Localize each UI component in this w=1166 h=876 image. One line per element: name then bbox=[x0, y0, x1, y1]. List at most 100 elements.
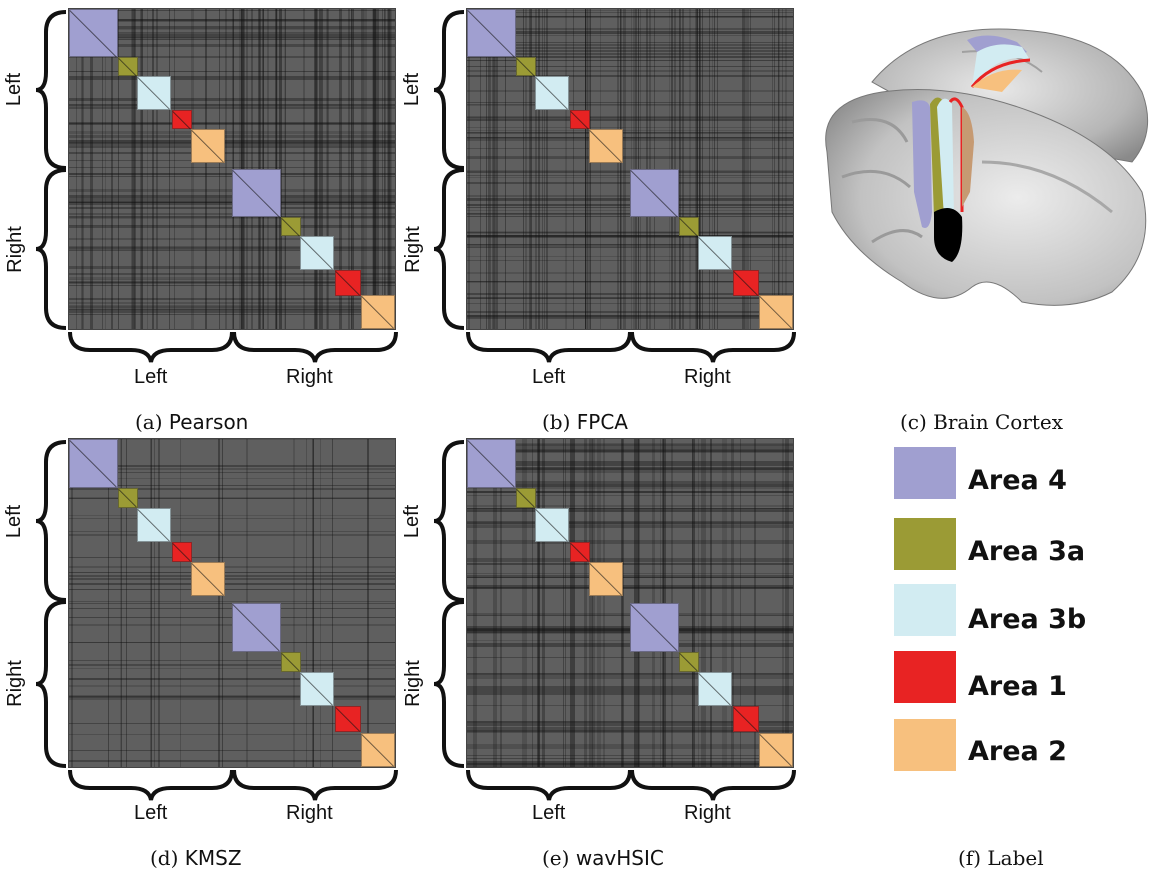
noise-stripe bbox=[467, 272, 793, 274]
noise-stripe bbox=[467, 137, 793, 139]
noise-stripe bbox=[473, 439, 477, 767]
diagonal-block-area-2 bbox=[759, 733, 793, 767]
noise-stripe bbox=[617, 9, 619, 329]
noise-stripe bbox=[467, 298, 793, 299]
matrix-kmsz bbox=[68, 438, 396, 768]
noise-stripe bbox=[218, 439, 220, 767]
noise-stripe bbox=[69, 146, 395, 148]
noise-stripe bbox=[306, 439, 307, 767]
noise-stripe bbox=[467, 297, 793, 299]
brace-left-bottom bbox=[35, 168, 67, 330]
noise-stripe bbox=[69, 131, 395, 134]
noise-stripe bbox=[467, 761, 793, 765]
noise-stripe bbox=[584, 439, 587, 767]
noise-stripe bbox=[467, 53, 793, 55]
noise-stripe bbox=[69, 266, 395, 269]
noise-stripe bbox=[303, 9, 305, 329]
legend-swatch-area-3a bbox=[894, 518, 956, 570]
noise-stripe bbox=[570, 439, 575, 767]
noise-stripe bbox=[69, 216, 395, 218]
noise-stripe bbox=[467, 705, 793, 706]
noise-stripe bbox=[496, 9, 498, 329]
noise-stripe bbox=[225, 9, 227, 329]
noise-stripe bbox=[467, 156, 793, 157]
noise-stripe bbox=[373, 9, 374, 329]
noise-stripe bbox=[774, 9, 775, 329]
noise-stripe bbox=[467, 540, 793, 544]
legend-label-area-4: Area 4 bbox=[968, 465, 1067, 496]
row-label-left: Left bbox=[401, 504, 424, 539]
noise-stripe bbox=[542, 9, 543, 329]
noise-stripe bbox=[467, 690, 793, 695]
noise-stripe bbox=[467, 657, 793, 658]
diagonal-block-area-2 bbox=[191, 562, 225, 596]
row-label-left: Left bbox=[401, 72, 424, 107]
noise-stripe bbox=[467, 231, 793, 233]
noise-stripe bbox=[589, 9, 591, 329]
noise-stripe bbox=[587, 9, 589, 329]
noise-stripe bbox=[467, 505, 793, 507]
noise-stripe bbox=[69, 277, 395, 279]
noise-stripe bbox=[600, 9, 601, 329]
noise-stripe bbox=[351, 9, 353, 329]
noise-stripe bbox=[118, 9, 119, 329]
noise-stripe bbox=[69, 515, 395, 516]
noise-stripe bbox=[467, 508, 793, 509]
brace-left-top bbox=[35, 440, 67, 602]
diagonal-block-area-4 bbox=[467, 439, 516, 488]
col-label-left: Left bbox=[532, 366, 566, 388]
diagonal-block-area-4 bbox=[69, 439, 118, 488]
noise-stripe bbox=[493, 439, 497, 767]
noise-stripe bbox=[467, 35, 793, 36]
noise-stripe bbox=[696, 9, 698, 329]
noise-stripe bbox=[467, 755, 793, 756]
noise-stripe bbox=[111, 9, 113, 329]
noise-stripe bbox=[467, 721, 793, 726]
noise-stripe bbox=[69, 34, 395, 36]
noise-stripe bbox=[467, 16, 793, 18]
noise-stripe bbox=[69, 572, 395, 573]
noise-stripe bbox=[467, 132, 793, 134]
noise-stripe bbox=[382, 9, 383, 329]
noise-stripe bbox=[490, 9, 491, 329]
noise-stripe bbox=[467, 315, 793, 317]
diagonal-block-area-1 bbox=[172, 542, 192, 562]
legend-label-area-1: Area 1 bbox=[968, 671, 1067, 702]
noise-stripe bbox=[69, 279, 395, 280]
noise-stripe bbox=[532, 439, 533, 767]
noise-stripe bbox=[69, 589, 395, 590]
noise-stripe bbox=[69, 10, 395, 11]
diagonal-block-area-4 bbox=[69, 9, 118, 57]
noise-stripe bbox=[69, 247, 395, 250]
noise-stripe bbox=[740, 439, 741, 767]
noise-stripe bbox=[698, 439, 699, 767]
noise-stripe bbox=[467, 130, 793, 131]
noise-stripe bbox=[467, 495, 793, 496]
noise-stripe bbox=[546, 9, 548, 329]
noise-stripe bbox=[69, 281, 395, 282]
noise-stripe bbox=[152, 9, 154, 329]
diagonal-block-area-3b bbox=[137, 76, 171, 110]
noise-stripe bbox=[158, 439, 160, 767]
caption-kmsz: (d) KMSZ bbox=[150, 846, 242, 870]
noise-stripe bbox=[69, 485, 395, 486]
diagonal-block-area-3b bbox=[698, 672, 732, 706]
col-label-right: Right bbox=[286, 802, 333, 824]
noise-stripe bbox=[467, 484, 793, 487]
noise-stripe bbox=[69, 498, 395, 499]
noise-stripe bbox=[697, 9, 698, 329]
noise-stripe bbox=[467, 127, 793, 128]
noise-stripe bbox=[69, 282, 395, 284]
noise-stripe bbox=[69, 314, 395, 315]
noise-stripe bbox=[372, 9, 373, 329]
noise-stripe bbox=[717, 9, 718, 329]
noise-stripe bbox=[467, 588, 793, 589]
diagonal-block-area-2 bbox=[589, 562, 623, 596]
noise-stripe bbox=[69, 468, 395, 470]
noise-stripe bbox=[69, 488, 395, 490]
brace-bottom-left bbox=[466, 331, 632, 363]
noise-stripe bbox=[467, 450, 793, 453]
brace-left-bottom bbox=[35, 600, 67, 768]
diagonal-block-area-3a bbox=[516, 488, 536, 508]
noise-stripe bbox=[105, 9, 106, 329]
